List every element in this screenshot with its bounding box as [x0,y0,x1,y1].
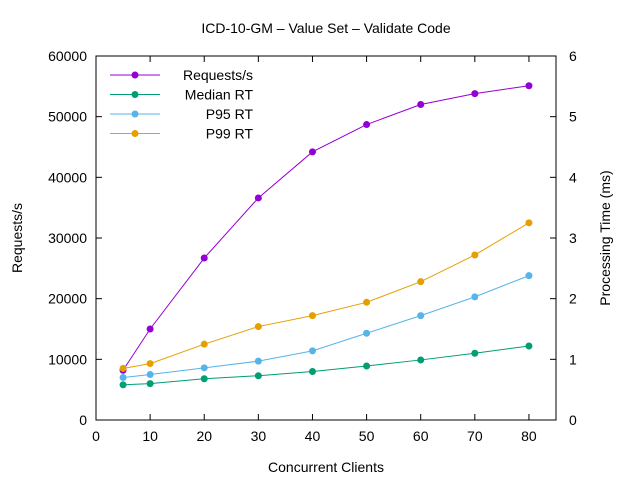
x-tick-label: 60 [413,428,429,444]
data-point-p99-rt [146,360,154,368]
y-tick-label: 20000 [48,291,87,307]
y2-axis-ticks: 0 1 2 3 4 5 6 [550,48,577,428]
legend-label-requests-s: Requests/s [183,67,253,83]
data-point-median-rt [254,372,262,380]
y-tick-label: 30000 [48,230,87,246]
data-point-median-rt [200,375,208,383]
y2-tick-label: 5 [569,109,577,125]
data-point-p95-rt [254,357,262,365]
data-point-p95-rt [471,293,479,301]
data-point-p99-rt [525,219,533,227]
legend-marker-requests-s [131,71,139,79]
data-point-requests-s [417,101,425,109]
data-point-p95-rt [525,272,533,280]
legend-marker-p99-rt [131,130,139,137]
x-tick-label: 70 [467,428,483,444]
data-point-p99-rt [200,340,208,348]
x-axis-label: Concurrent Clients [268,459,384,475]
data-point-p99-rt [308,312,316,320]
y-tick-label: 40000 [48,169,87,185]
data-point-p95-rt [308,347,316,355]
data-point-median-rt [363,362,371,370]
x-axis-ticks: 0 10 20 30 40 50 60 70 80 [92,56,537,444]
chart-title: ICD-10-GM – Value Set – Validate Code [201,20,450,36]
data-point-requests-s [146,325,154,333]
data-point-p99-rt [471,251,479,259]
y2-tick-label: 6 [569,48,577,64]
y-tick-label: 50000 [48,109,87,125]
data-point-median-rt [308,367,316,375]
data-point-median-rt [417,356,425,364]
legend-marker-p95-rt [131,110,139,118]
data-point-requests-s [200,254,208,262]
x-tick-label: 50 [359,428,375,444]
x-tick-label: 20 [196,428,212,444]
data-point-median-rt [146,380,154,388]
legend-label-median-rt: Median RT [185,87,254,103]
series-group [119,82,533,389]
plot-border [95,55,557,421]
y-axis-label: Requests/s [9,203,25,273]
y-tick-label: 0 [79,412,87,428]
legend: Requests/s Median RT P95 RT P99 RT [110,67,253,142]
plot-frame [95,55,557,421]
data-point-p99-rt [417,278,425,286]
y-axis-ticks: 0 10000 20000 30000 40000 50000 60000 [48,48,102,428]
x-tick-label: 10 [142,428,158,444]
data-point-p95-rt [146,371,154,378]
data-point-p99-rt [254,323,262,331]
y2-tick-label: 3 [569,230,577,246]
data-point-median-rt [471,349,479,357]
x-tick-label: 80 [521,428,537,444]
legend-label-p95-rt: P95 RT [206,106,254,122]
data-point-requests-s [471,90,479,98]
data-point-requests-s [308,148,316,156]
data-point-p95-rt [200,364,208,372]
x-tick-label: 0 [92,428,100,444]
data-point-median-rt [119,381,127,389]
data-point-p95-rt [119,374,127,382]
data-point-p95-rt [363,329,371,337]
legend-label-p99-rt: P99 RT [206,126,254,142]
series-line-requests-s [122,85,530,371]
data-point-requests-s [254,194,262,202]
x-tick-label: 30 [251,428,267,444]
data-point-median-rt [525,342,533,350]
series-line-p95-rt [123,275,530,379]
data-point-requests-s [363,121,371,129]
data-point-p99-rt [119,364,127,372]
data-point-p99-rt [363,298,371,306]
y-tick-label: 60000 [48,48,87,64]
y-tick-label: 10000 [48,351,87,367]
x-tick-label: 40 [305,428,321,444]
y2-tick-label: 2 [569,291,577,307]
legend-marker-median-rt [131,91,139,98]
y2-tick-label: 1 [569,351,577,367]
y2-tick-label: 4 [569,169,577,185]
y2-tick-label: 0 [569,412,577,428]
data-point-requests-s [525,82,533,90]
y2-axis-label: Processing Time (ms) [597,170,613,305]
data-point-p95-rt [417,312,425,320]
